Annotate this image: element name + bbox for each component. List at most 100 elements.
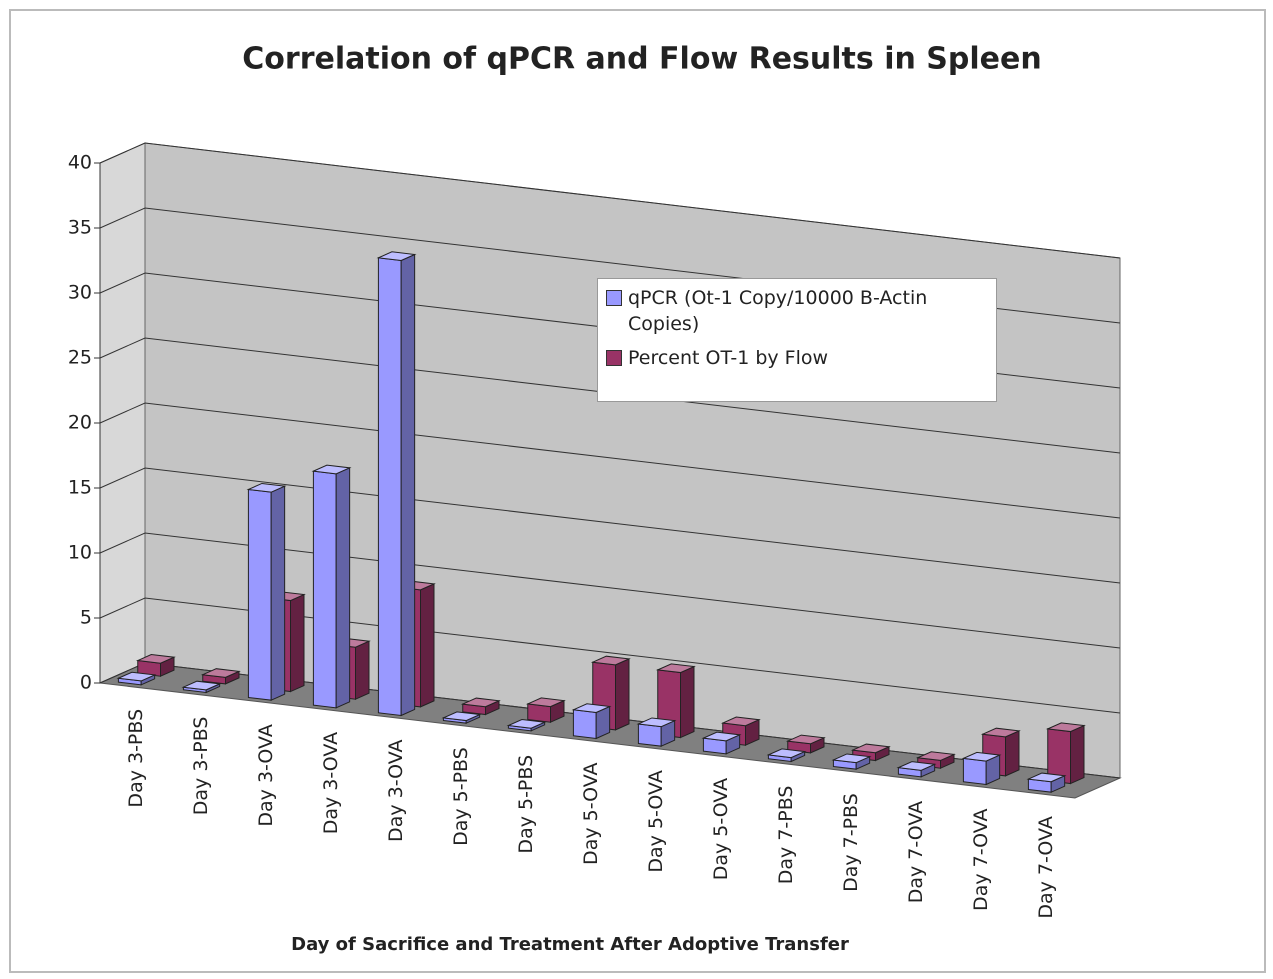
x-tick-label: Day 3-PBS [125, 709, 147, 808]
bar-top [181, 680, 222, 691]
bar-top [1045, 722, 1086, 733]
legend-entry: Percent OT-1 by Flow [606, 345, 988, 371]
bar-front [247, 488, 272, 701]
legend-label: Percent OT-1 by Flow [628, 347, 829, 369]
y-tick-label: 20 [68, 412, 92, 434]
bar-side [290, 593, 305, 693]
x-tick-label: Day 5-PBS [515, 755, 537, 854]
bar-front [637, 723, 662, 747]
bar [311, 464, 352, 709]
x-axis-label: Day of Sacrifice and Treatment After Ado… [291, 934, 849, 955]
y-tick-label: 25 [68, 347, 92, 369]
bar-side [420, 583, 435, 708]
bar-top [441, 711, 482, 722]
bar [441, 711, 482, 724]
bar-top [571, 703, 612, 713]
bar-top [636, 717, 677, 728]
bar-top [590, 655, 631, 666]
y-tick-label: 40 [68, 152, 92, 174]
grid-line [99, 142, 1121, 259]
bar-top [200, 668, 241, 678]
bar-side [615, 658, 630, 731]
bar-top [1026, 772, 1067, 783]
bar-top [785, 734, 826, 745]
bar [571, 703, 612, 740]
x-tick-label: Day 5-OVA [645, 770, 667, 872]
legend: qPCR (Ot-1 Copy/10000 B-Actin Copies) Per… [597, 278, 997, 402]
bar-side [270, 485, 286, 701]
bar-top [701, 731, 742, 742]
bar-top [460, 697, 501, 708]
bar [1026, 772, 1067, 793]
bar-top [655, 663, 696, 674]
y-tick-label: 15 [68, 477, 92, 499]
bar-top [915, 751, 956, 761]
legend-entry: qPCR (Ot-1 Copy/10000 B-Actin Copies) [606, 285, 988, 337]
y-tick-label: 30 [68, 282, 92, 304]
bar-front [962, 757, 987, 786]
x-tick-label: Day 3-OVA [385, 740, 407, 842]
x-tick-label: Day 3-PBS [190, 717, 212, 816]
bar-top [980, 727, 1021, 738]
bar-front [312, 470, 337, 709]
legend-label: qPCR (Ot-1 Copy/10000 B-Actin Copies) [628, 287, 928, 335]
bar [460, 697, 501, 716]
legend-swatch [606, 350, 622, 366]
bar-side [355, 640, 370, 700]
bar [766, 748, 807, 763]
bar [701, 731, 742, 755]
bar [1045, 722, 1086, 785]
x-tick-label: Day 7-OVA [905, 801, 927, 903]
x-tick-label: Day 5-OVA [710, 778, 732, 880]
grid-line [99, 597, 1121, 714]
bar [181, 680, 222, 694]
bar-front [377, 257, 402, 717]
bar [525, 697, 566, 723]
y-tick-label: 5 [80, 607, 92, 629]
bar [506, 719, 547, 732]
bar-top [896, 761, 937, 771]
x-tick-label: Day 5-PBS [450, 747, 472, 846]
bar-top [376, 251, 417, 261]
bar-side [1005, 730, 1020, 777]
x-tick-label: Day 5-OVA [580, 763, 602, 865]
grid-line [99, 467, 1121, 584]
chart-title: Correlation of qPCR and Flow Results in … [242, 42, 1041, 77]
x-tick-label: Day 7-PBS [775, 786, 797, 885]
bar [246, 482, 287, 701]
x-tick-label: Day 7-OVA [1035, 816, 1057, 918]
bar [116, 671, 157, 686]
bar [200, 668, 241, 685]
bar [376, 251, 417, 717]
bar [961, 751, 1002, 786]
bar [636, 717, 677, 747]
bar-top [135, 654, 176, 664]
bar [831, 753, 872, 770]
bar-side [335, 467, 351, 709]
bar-top [961, 751, 1002, 762]
grid-line [99, 337, 1121, 454]
y-tick-label: 35 [68, 217, 92, 239]
bar-top [246, 482, 287, 493]
bar [135, 654, 176, 677]
x-tick-label: Day 7-PBS [840, 793, 862, 892]
x-tick-label: Day 3-OVA [255, 724, 277, 826]
bar-top [720, 716, 761, 727]
bar-top [506, 719, 547, 729]
bar-side [1070, 724, 1085, 785]
grid-line [99, 402, 1121, 519]
bar-side [680, 665, 695, 739]
bar-front [572, 709, 597, 740]
bar-top [831, 753, 872, 764]
y-tick-label: 0 [80, 672, 92, 694]
bar-top [525, 697, 566, 708]
y-tick-label: 10 [68, 542, 92, 564]
bar-side [400, 253, 416, 717]
grid-line [99, 532, 1121, 649]
legend-swatch [606, 290, 622, 306]
bar-top [311, 464, 352, 475]
bar-top [766, 748, 807, 759]
x-tick-label: Day 7-OVA [970, 809, 992, 911]
bar [896, 761, 937, 778]
